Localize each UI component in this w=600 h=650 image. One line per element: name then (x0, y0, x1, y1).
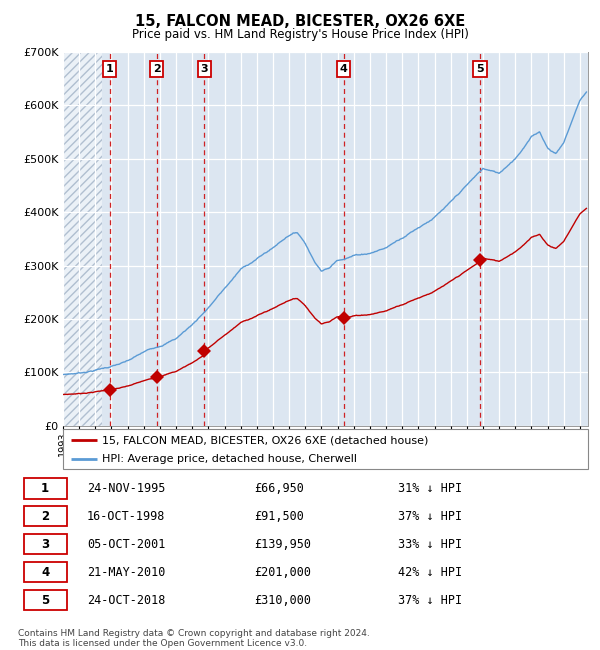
FancyBboxPatch shape (23, 590, 67, 610)
Text: Price paid vs. HM Land Registry's House Price Index (HPI): Price paid vs. HM Land Registry's House … (131, 28, 469, 41)
FancyBboxPatch shape (23, 478, 67, 499)
Text: 5: 5 (476, 64, 484, 74)
Text: 15, FALCON MEAD, BICESTER, OX26 6XE (detached house): 15, FALCON MEAD, BICESTER, OX26 6XE (det… (103, 436, 429, 445)
Text: 3: 3 (200, 64, 208, 74)
Text: 15, FALCON MEAD, BICESTER, OX26 6XE: 15, FALCON MEAD, BICESTER, OX26 6XE (135, 14, 465, 29)
Text: 33% ↓ HPI: 33% ↓ HPI (398, 538, 462, 551)
Text: 24-NOV-1995: 24-NOV-1995 (87, 482, 165, 495)
Text: 37% ↓ HPI: 37% ↓ HPI (398, 594, 462, 607)
Text: 2: 2 (41, 510, 49, 523)
FancyBboxPatch shape (23, 562, 67, 582)
Text: 3: 3 (41, 538, 49, 551)
Text: £310,000: £310,000 (254, 594, 311, 607)
Text: 37% ↓ HPI: 37% ↓ HPI (398, 510, 462, 523)
Text: 16-OCT-1998: 16-OCT-1998 (87, 510, 165, 523)
Text: 1: 1 (106, 64, 114, 74)
FancyBboxPatch shape (63, 429, 588, 469)
Text: 1: 1 (41, 482, 49, 495)
Text: 05-OCT-2001: 05-OCT-2001 (87, 538, 165, 551)
Text: Contains HM Land Registry data © Crown copyright and database right 2024.
This d: Contains HM Land Registry data © Crown c… (18, 629, 370, 648)
Text: 31% ↓ HPI: 31% ↓ HPI (398, 482, 462, 495)
Text: 5: 5 (41, 594, 49, 607)
Text: 24-OCT-2018: 24-OCT-2018 (87, 594, 165, 607)
Text: £139,950: £139,950 (254, 538, 311, 551)
Text: 21-MAY-2010: 21-MAY-2010 (87, 566, 165, 579)
Text: 2: 2 (152, 64, 160, 74)
Text: 42% ↓ HPI: 42% ↓ HPI (398, 566, 462, 579)
Text: HPI: Average price, detached house, Cherwell: HPI: Average price, detached house, Cher… (103, 454, 358, 464)
Text: 4: 4 (340, 64, 347, 74)
Text: 4: 4 (41, 566, 49, 579)
Text: £201,000: £201,000 (254, 566, 311, 579)
Text: £91,500: £91,500 (254, 510, 304, 523)
Polygon shape (63, 52, 102, 426)
FancyBboxPatch shape (23, 534, 67, 554)
FancyBboxPatch shape (23, 506, 67, 526)
Text: £66,950: £66,950 (254, 482, 304, 495)
